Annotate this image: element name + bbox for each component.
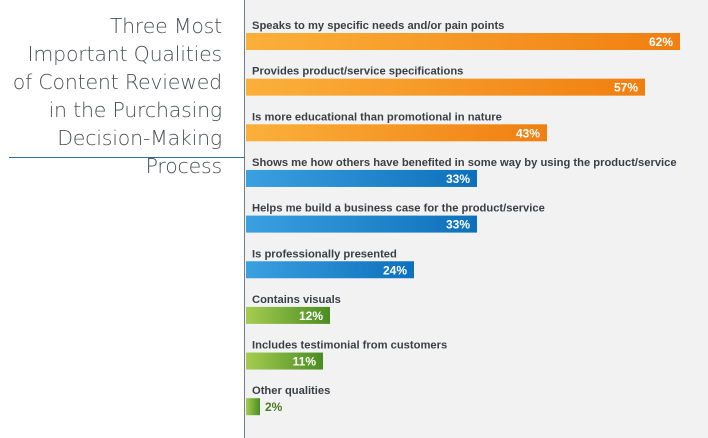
category-label: Speaks to my specific needs and/or pain … (252, 20, 504, 32)
category-label: Other qualities (252, 385, 330, 397)
value-label: 24% (383, 263, 407, 277)
category-label: Provides product/service specifications (252, 66, 463, 78)
category-label: Contains visuals (252, 294, 341, 306)
category-label: Helps me build a business case for the p… (252, 203, 545, 215)
title-underline (9, 157, 245, 158)
bar (246, 398, 260, 416)
bar (246, 169, 477, 187)
value-label: 57% (614, 81, 638, 95)
value-label: 62% (649, 35, 673, 49)
bar (246, 124, 547, 142)
category-label: Shows me how others have benefited in so… (252, 157, 677, 169)
category-label: Is more educational than promotional in … (252, 111, 502, 123)
bar (246, 261, 414, 279)
value-label: 12% (299, 309, 323, 323)
bar (246, 78, 645, 96)
bar (246, 352, 323, 370)
bar (246, 215, 477, 233)
vertical-divider (244, 0, 245, 438)
category-label: Is professionally presented (252, 248, 397, 260)
value-label: 43% (516, 126, 540, 140)
value-label: 33% (446, 172, 470, 186)
category-label: Includes testimonial from customers (252, 340, 447, 352)
value-label: 11% (293, 355, 317, 369)
value-label: 33% (446, 218, 470, 232)
chart-title: Three Most Important Qualities of Conten… (12, 14, 222, 178)
bar (246, 306, 330, 324)
value-label: 2% (265, 400, 283, 414)
bar (246, 33, 680, 50)
